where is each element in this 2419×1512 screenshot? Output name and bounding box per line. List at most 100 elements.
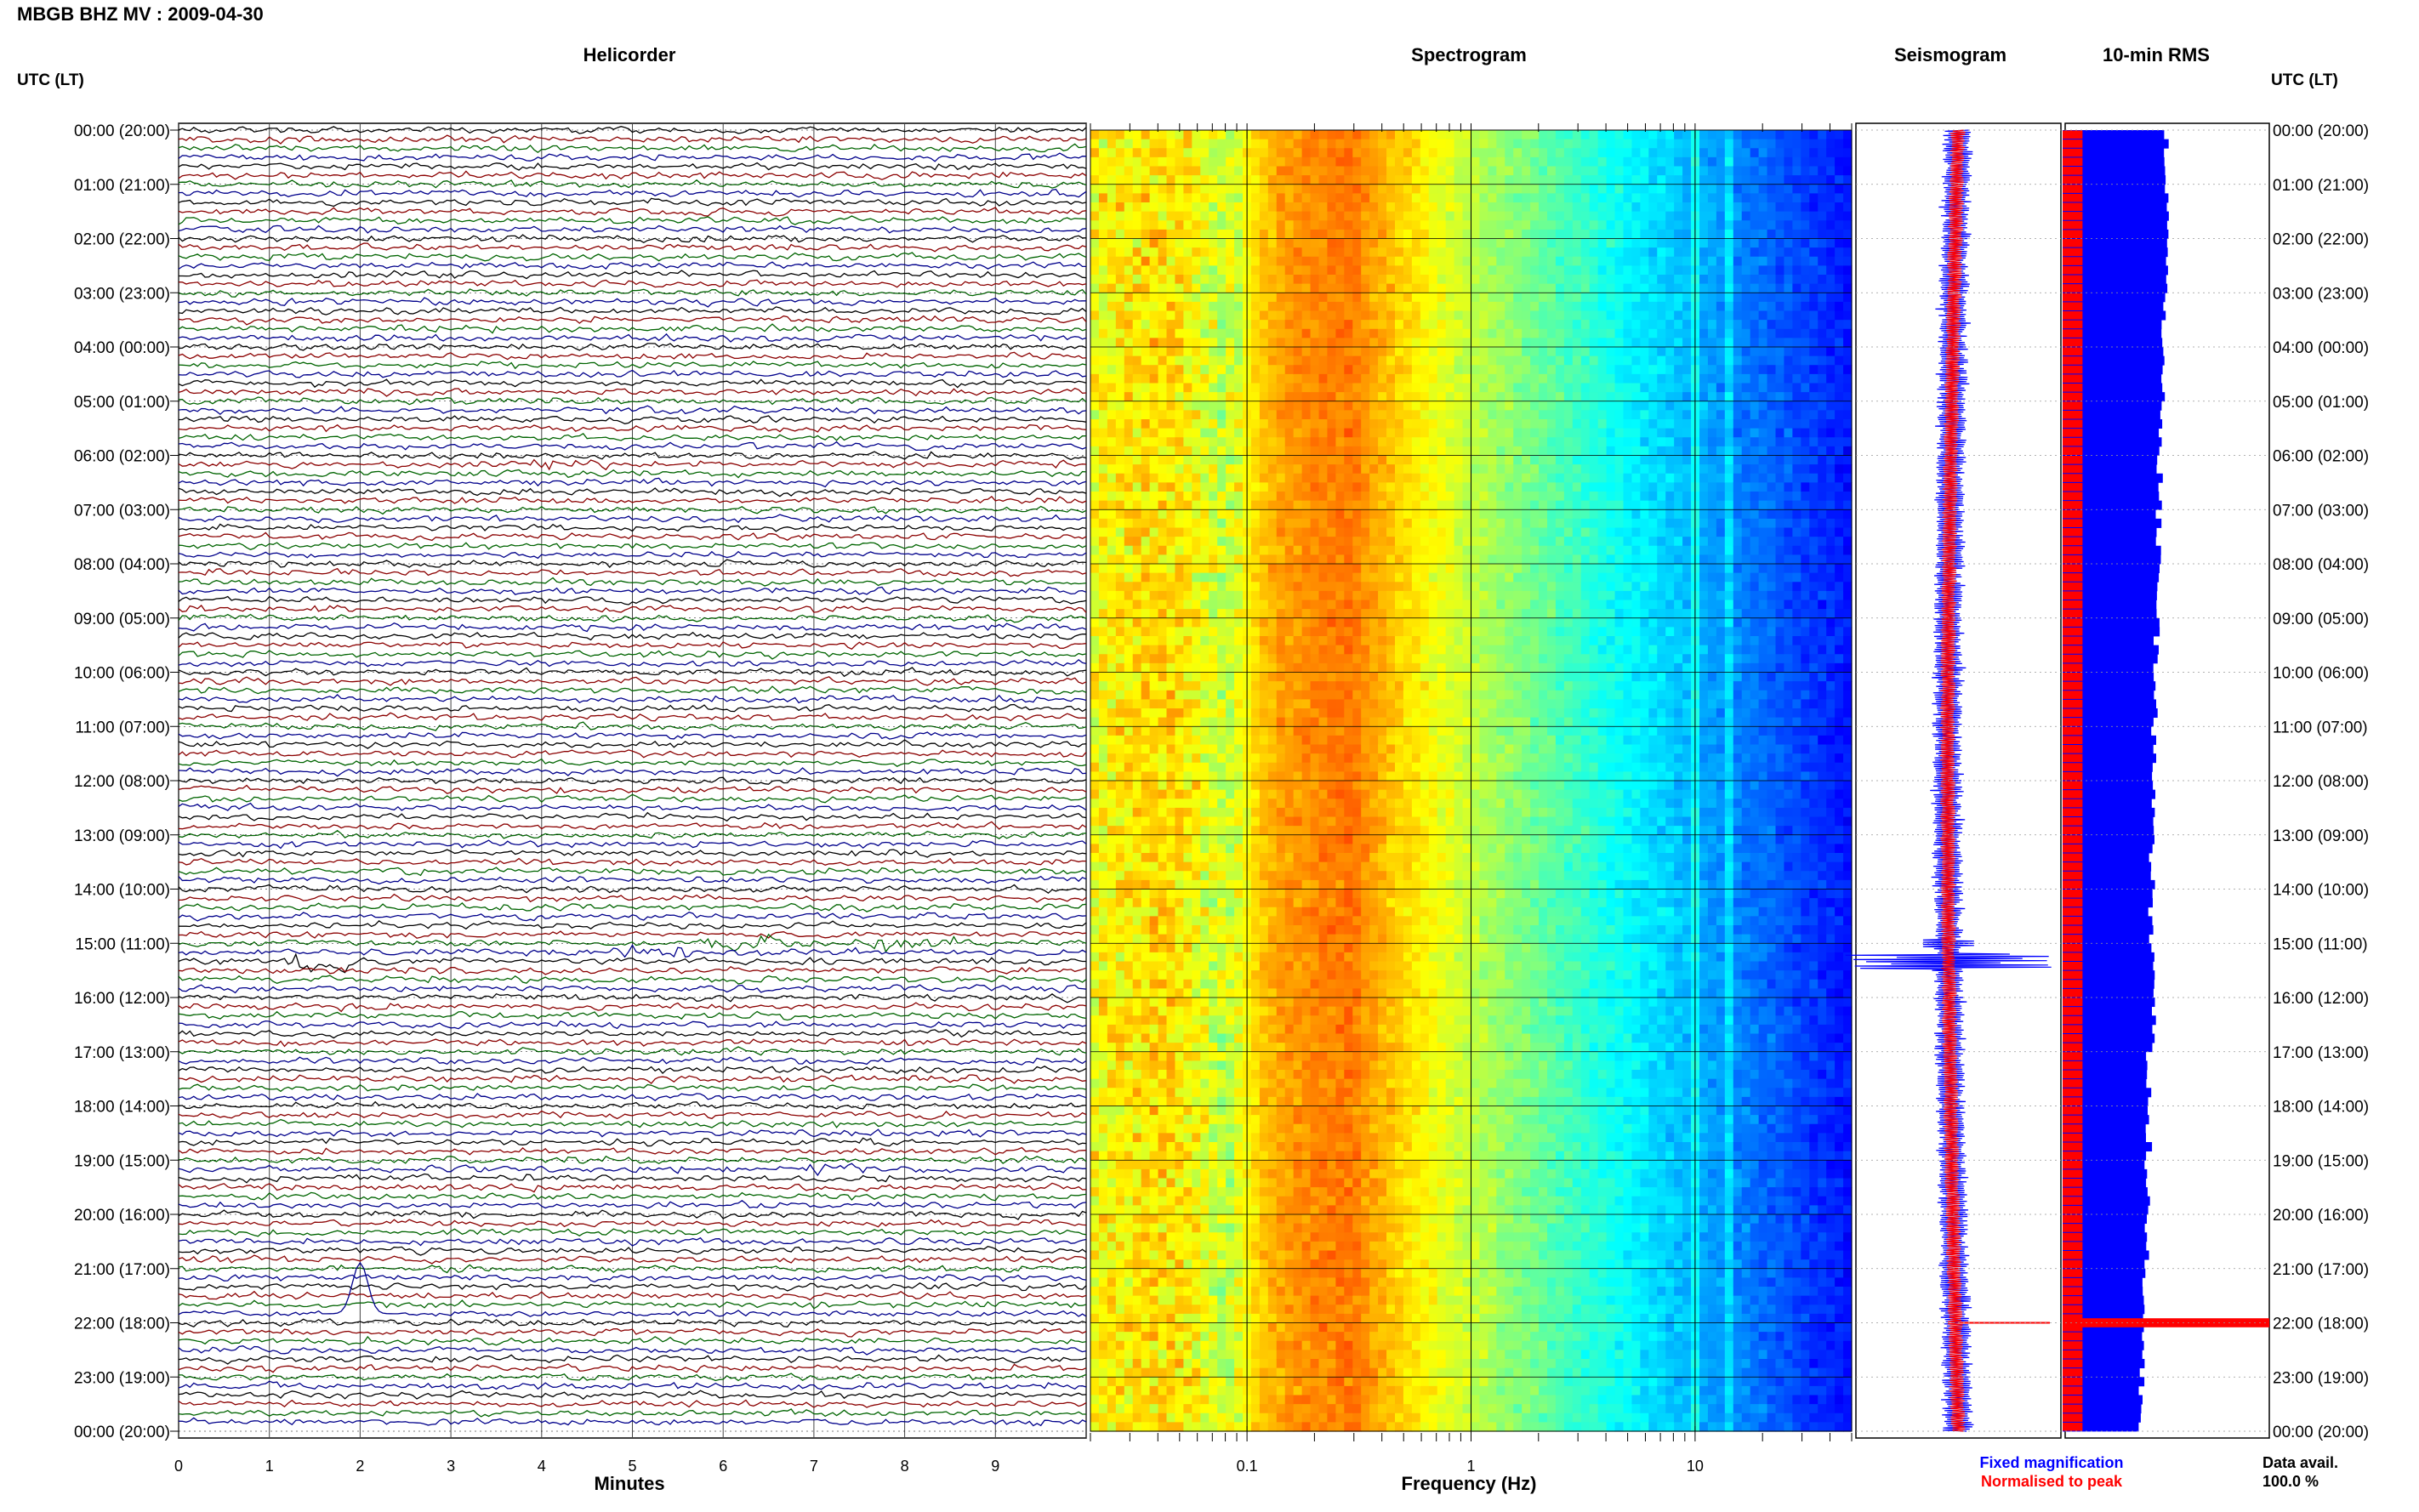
spectrogram-cell xyxy=(1200,916,1210,926)
spectrogram-cell xyxy=(1335,419,1345,429)
spectrogram-cell xyxy=(1267,1178,1278,1188)
spectrogram-cell xyxy=(1192,1395,1201,1405)
spectrogram-cell xyxy=(1209,1205,1218,1215)
spectrogram-cell xyxy=(1226,934,1235,944)
spectrogram-cell xyxy=(1335,871,1345,881)
spectrogram-cell xyxy=(1132,699,1142,709)
spectrogram-cell xyxy=(1141,572,1151,583)
spectrogram-cell xyxy=(1141,175,1151,185)
spectrogram-cell xyxy=(1124,1115,1134,1125)
spectrogram-cell xyxy=(1369,148,1379,158)
spectrogram-cell xyxy=(1267,383,1278,393)
spectrogram-cell xyxy=(1158,636,1168,646)
spectrogram-cell xyxy=(1226,527,1235,537)
spectrogram-cell xyxy=(1209,781,1218,791)
spectrogram-cell xyxy=(1192,410,1201,420)
spectrogram-cell xyxy=(1098,645,1108,655)
spectrogram-cell xyxy=(1250,148,1261,158)
spectrogram-cell xyxy=(1217,1367,1227,1378)
spectrogram-cell xyxy=(1090,500,1100,510)
helicorder-trace xyxy=(178,188,1087,198)
spectrogram-cell xyxy=(1226,889,1235,899)
spectrogram-cell xyxy=(1158,492,1168,502)
spectrogram-cell xyxy=(1217,916,1227,926)
spectrogram-cell xyxy=(1276,1024,1286,1035)
spectrogram-cell xyxy=(1318,283,1329,293)
spectrogram-cell xyxy=(1141,934,1151,944)
spectrogram-cell xyxy=(1226,220,1235,230)
spectrogram-cell xyxy=(1090,1196,1100,1206)
spectrogram-cell xyxy=(1141,1223,1151,1233)
spectrogram-cell xyxy=(1183,816,1192,827)
spectrogram-cell xyxy=(1209,355,1218,366)
spectrogram-cell xyxy=(1276,1413,1286,1423)
spectrogram-cell xyxy=(1158,238,1168,248)
spectrogram-cell xyxy=(1098,428,1108,438)
spectrogram-cell xyxy=(1141,861,1151,872)
spectrogram-cell xyxy=(1098,365,1108,375)
spectrogram-cell xyxy=(1344,853,1353,863)
spectrogram-cell xyxy=(1310,582,1320,592)
spectrogram-cell xyxy=(1250,690,1261,700)
spectrogram-cell xyxy=(1183,952,1192,963)
spectrogram-cell xyxy=(1200,789,1210,799)
spectrogram-cell xyxy=(1183,726,1192,736)
spectrogram-cell xyxy=(1327,1205,1336,1215)
spectrogram-cell xyxy=(1090,1385,1100,1396)
spectrogram-cell xyxy=(1107,238,1117,248)
spectrogram-cell xyxy=(1276,1060,1286,1071)
spectrogram-cell xyxy=(1124,627,1134,637)
spectrogram-cell xyxy=(1276,609,1286,619)
spectrogram-cell xyxy=(1276,1313,1286,1324)
spectrogram-cell xyxy=(1217,1340,1227,1350)
spectrogram-cell xyxy=(1276,582,1286,592)
spectrogram-cell xyxy=(1183,265,1192,276)
spectrogram-cell xyxy=(1090,473,1100,483)
spectrogram-cell xyxy=(1259,979,1269,989)
spectrogram-cell xyxy=(1318,328,1329,338)
spectrogram-cell xyxy=(1335,211,1345,221)
spectrogram-cell xyxy=(1166,699,1176,709)
spectrogram-cell xyxy=(1175,1115,1184,1125)
spectrogram-cell xyxy=(1192,328,1201,338)
spectrogram-cell xyxy=(1344,383,1353,393)
helicorder-trace xyxy=(178,1093,1087,1102)
spectrogram-cell xyxy=(1352,970,1362,981)
spectrogram-cell xyxy=(1209,1313,1218,1324)
spectrogram-cell xyxy=(1327,1313,1336,1324)
spectrogram-cell xyxy=(1098,807,1108,818)
spectrogram-cell xyxy=(1250,1060,1261,1071)
spectrogram-cell xyxy=(1115,355,1125,366)
spectrogram-cell xyxy=(1107,1123,1117,1134)
spectrogram-cell xyxy=(1166,1214,1176,1225)
spectrogram-cell xyxy=(1200,392,1210,402)
spectrogram-cell xyxy=(1318,645,1329,655)
spectrogram-cell xyxy=(1115,1160,1125,1170)
spectrogram-cell xyxy=(1344,1151,1353,1161)
spectrogram-cell xyxy=(1149,662,1159,674)
spectrogram-cell xyxy=(1192,347,1201,357)
spectrogram-cell xyxy=(1192,184,1201,194)
spectrogram-cell xyxy=(1234,807,1244,818)
spectrogram-cell xyxy=(1200,373,1210,384)
spectrogram-cell xyxy=(1200,970,1210,981)
spectrogram-cell xyxy=(1107,1385,1117,1396)
spectrogram-cell xyxy=(1192,373,1201,384)
spectrogram-cell xyxy=(1361,590,1370,601)
spectrogram-cell xyxy=(1132,889,1142,899)
spectrogram-cell xyxy=(1158,1214,1168,1225)
spectrogram-cell xyxy=(1107,1115,1117,1125)
spectrogram-cell xyxy=(1369,473,1379,483)
spectrogram-cell xyxy=(1158,1259,1168,1270)
spectrogram-cell xyxy=(1327,419,1336,429)
spectrogram-cell xyxy=(1141,1340,1151,1350)
spectrogram-cell xyxy=(1293,861,1303,872)
spectrogram-cell xyxy=(1259,202,1269,213)
helicorder-trace xyxy=(178,992,1087,1003)
spectrogram-cell xyxy=(1098,943,1108,953)
spectrogram-cell xyxy=(1098,247,1108,258)
spectrogram-cell xyxy=(1284,735,1295,746)
spectrogram-cell xyxy=(1149,879,1159,890)
spectrogram-cell xyxy=(1107,645,1117,655)
